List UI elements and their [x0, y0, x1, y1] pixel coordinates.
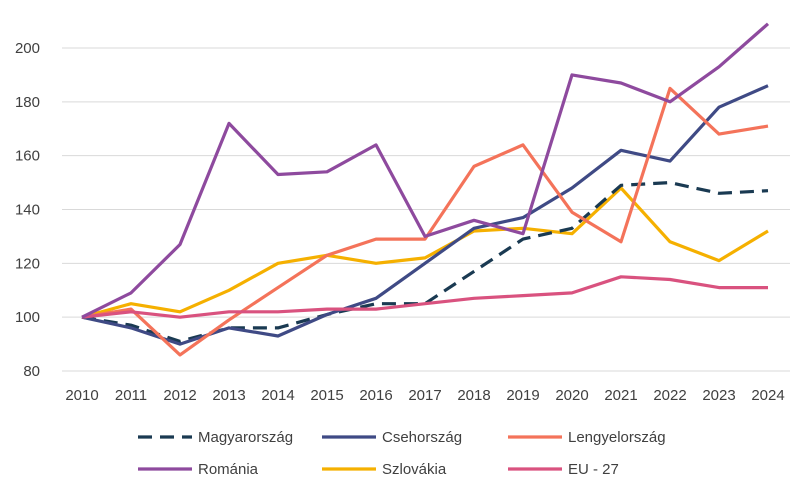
x-tick-label: 2021 — [604, 387, 637, 404]
y-tick-label: 100 — [15, 309, 40, 326]
x-tick-label: 2016 — [359, 387, 392, 404]
legend-item: Szlovákia — [322, 461, 447, 478]
x-tick-label: 2013 — [212, 387, 245, 404]
y-tick-label: 160 — [15, 148, 40, 165]
series-line-lengyelország — [81, 86, 769, 357]
x-tick-label: 2012 — [163, 387, 196, 404]
legend-label: Magyarország — [198, 429, 293, 446]
x-tick-label: 2023 — [702, 387, 735, 404]
x-tick-label: 2010 — [65, 387, 98, 404]
x-tick-label: 2019 — [506, 387, 539, 404]
legend-item: Magyarország — [138, 429, 293, 446]
legend-label: Csehország — [382, 429, 462, 446]
y-tick-label: 200 — [15, 40, 40, 57]
legend-label: Románia — [198, 461, 259, 478]
y-tick-label: 120 — [15, 255, 40, 272]
x-tick-label: 2015 — [310, 387, 343, 404]
y-tick-label: 140 — [15, 202, 40, 219]
x-tick-label: 2020 — [555, 387, 588, 404]
legend-label: EU - 27 — [568, 461, 619, 478]
legend-item: EU - 27 — [508, 461, 619, 478]
x-tick-label: 2018 — [457, 387, 490, 404]
legend-item: Lengyelország — [508, 429, 666, 446]
legend-label: Szlovákia — [382, 461, 447, 478]
legend-label: Lengyelország — [568, 429, 666, 446]
y-tick-label: 180 — [15, 94, 40, 111]
y-axis-ticks: 80 100 120 140 160 180 200 — [15, 40, 40, 380]
legend-item: Románia — [138, 461, 259, 478]
series-line-románia — [81, 22, 770, 319]
series-line-szlovákia — [81, 186, 769, 319]
legend: Magyarország Csehország Lengyelország Román… — [138, 429, 666, 478]
x-tick-label: 2011 — [115, 387, 147, 404]
series-line-eu-27 — [81, 275, 768, 319]
x-tick-label: 2022 — [653, 387, 686, 404]
x-tick-label: 2017 — [408, 387, 441, 404]
series-lines — [81, 22, 770, 357]
x-tick-label: 2014 — [261, 387, 294, 404]
x-axis-ticks: 2010 2011 2012 2013 2014 2015 2016 2017 2018 2019… — [65, 387, 784, 404]
x-tick-label: 2024 — [751, 387, 784, 404]
legend-item: Csehország — [322, 429, 462, 446]
series-line-csehország — [81, 84, 769, 346]
series-line-magyarország — [81, 181, 769, 343]
y-tick-label: 80 — [23, 363, 40, 380]
